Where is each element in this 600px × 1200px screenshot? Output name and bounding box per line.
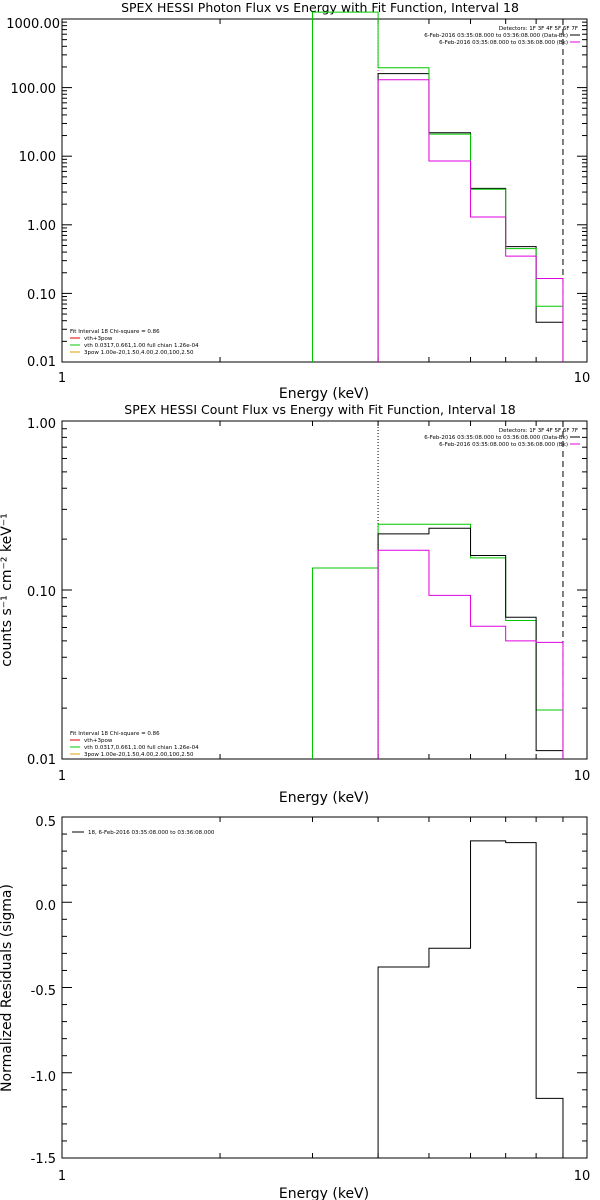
panel2-legend-top: Detectors: 1F 3F 4F 5F 6F 7F 6-Feb-2016 … <box>424 428 580 448</box>
panel1-ytick-label: 1.00 <box>27 219 56 234</box>
photon-flux-panel: SPEX HESSI Photon Flux vs Energy with Fi… <box>6 0 590 402</box>
panel3-xtick-label: 1 <box>58 1169 66 1184</box>
panel1-series <box>311 11 564 362</box>
panel3-series-black <box>377 840 564 1158</box>
panel3-ytick-label: -1.0 <box>31 1070 56 1085</box>
panel2-legend-detectors: Detectors: 1F 3F 4F 5F 6F 7F <box>499 428 578 434</box>
panel2-title: SPEX HESSI Count Flux vs Energy with Fit… <box>124 402 515 417</box>
panel1-series-magenta <box>377 79 564 362</box>
panel1-frame <box>61 18 588 363</box>
panel1-ytick-label: 0.01 <box>27 355 56 370</box>
panel2-ticks <box>61 420 588 760</box>
residuals-panel: 0.5 0.0 -0.5 -1.0 -1.5 1 10 Energy (keV)… <box>0 815 590 1200</box>
panel2-legend-entry: 6-Feb-2016 03:35:08.000 to 03:36:08.000 … <box>439 442 568 448</box>
panel1-series-green <box>311 11 564 362</box>
panel1-ytick-label: 0.10 <box>27 288 56 303</box>
panel2-legend-entry: vth 0.0317,0.661,1.00 full chian 1.26e-0… <box>84 745 199 751</box>
panel3-ytick-label: -1.5 <box>31 1152 56 1167</box>
panel2-ytick-label: 0.10 <box>27 585 56 600</box>
panel1-legend-entry: 6-Feb-2016 03:35:08.000 to 03:36:08.000 … <box>424 33 568 39</box>
panel3-legend: 18, 6-Feb-2016 03:35:08.000 to 03:36:08.… <box>72 830 215 836</box>
panel2-y-axis-label: counts s⁻¹ cm⁻² keV⁻¹ <box>0 513 15 667</box>
panel2-legend-entry: 3pow 1.00e-20,1.50,4.00,2.00,100,2.50 <box>84 752 194 758</box>
panel2-ytick-label: 1.00 <box>27 417 56 432</box>
panel3-x-axis-label: Energy (keV) <box>279 1186 369 1200</box>
panel1-ticks <box>61 18 588 363</box>
panel2-x-axis-label: Energy (keV) <box>279 790 369 806</box>
panel3-ytick-label: 0.5 <box>35 815 56 830</box>
panel2-frame <box>61 420 588 760</box>
panel1-legend-entry: vth 0.0317,0.661,1.00 full chian 1.26e-0… <box>84 343 199 349</box>
panel3-frame <box>61 816 588 1159</box>
panel2-xtick-label: 10 <box>574 769 591 784</box>
panel2-series-green <box>311 523 564 759</box>
panel1-legend-entry: vth+3pow <box>84 336 113 342</box>
panel2-legend-fit: Fit Interval 18 Chi-square = 0.86 <box>70 731 160 737</box>
panel2-legend-entry: 6-Feb-2016 03:35:08.000 to 03:36:08.000 … <box>424 435 568 441</box>
panel2-xtick-label: 1 <box>58 769 66 784</box>
panel2-ytick-label: 0.01 <box>27 753 56 768</box>
panel1-x-axis-label: Energy (keV) <box>279 386 369 402</box>
panel1-ytick-label: 100.00 <box>11 82 57 97</box>
panel3-ytick-label: -0.5 <box>31 984 56 999</box>
panel1-legend-entry: 3pow 1.00e-20,1.50,4.00,2.00,100,2.50 <box>84 350 194 356</box>
panel3-ticks <box>61 816 588 1159</box>
panel2-reference-lines <box>377 421 564 759</box>
panel2-series <box>311 523 564 759</box>
panel1-xtick-label: 1 <box>58 371 66 386</box>
panel3-ytick-label: 0.0 <box>35 899 56 914</box>
panel1-legend-fit: Fit Interval 18 Chi-square = 0.86 <box>70 329 160 335</box>
panel1-ytick-label: 1000.00 <box>6 17 60 32</box>
panel3-legend-entry: 18, 6-Feb-2016 03:35:08.000 to 03:36:08.… <box>88 830 215 836</box>
panel1-title: SPEX HESSI Photon Flux vs Energy with Fi… <box>121 0 519 15</box>
panel3-y-axis-label: Normalized Residuals (sigma) <box>0 884 15 1092</box>
panel2-legend-bottom: Fit Interval 18 Chi-square = 0.86 vth+3p… <box>70 731 199 758</box>
panel1-legend-entry: 6-Feb-2016 03:35:08.000 to 03:36:08.000 … <box>439 40 568 46</box>
panel1-xtick-label: 10 <box>574 371 591 386</box>
panel2-legend-entry: vth+3pow <box>84 738 113 744</box>
panel1-ytick-label: 10.00 <box>19 150 56 165</box>
panel1-legend-bottom: Fit Interval 18 Chi-square = 0.86 vth+3p… <box>70 329 199 356</box>
count-flux-panel: SPEX HESSI Count Flux vs Energy with Fit… <box>0 402 590 806</box>
panel3-xtick-label: 10 <box>574 1169 591 1184</box>
panel2-series-magenta <box>377 549 564 759</box>
panel3-series <box>377 840 564 1158</box>
panel1-legend-detectors: Detectors: 1F 3F 4F 5F 6F 7F <box>499 26 578 32</box>
panel2-series-black <box>377 527 564 759</box>
panel1-legend-top: Detectors: 1F 3F 4F 5F 6F 7F 6-Feb-2016 … <box>424 26 580 46</box>
panel1-series-black <box>377 73 564 362</box>
